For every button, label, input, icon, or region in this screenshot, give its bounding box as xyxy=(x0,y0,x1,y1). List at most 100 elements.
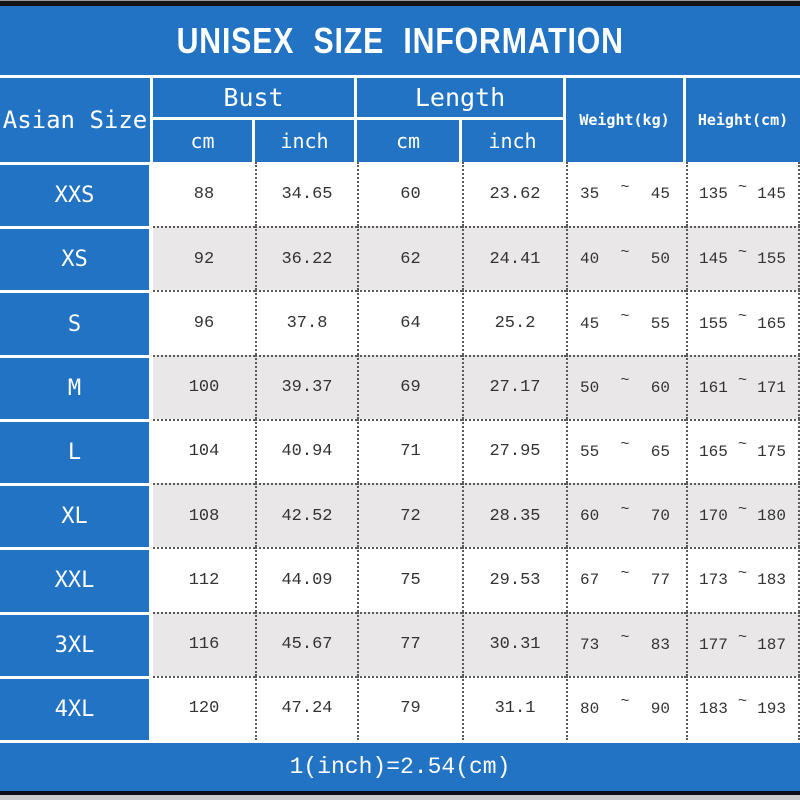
weight-max: 45 xyxy=(650,185,670,204)
height-min: 135 xyxy=(699,185,728,204)
bust-inch-cell: 39.37 xyxy=(255,354,357,419)
length-cm-cell: 79 xyxy=(357,675,462,740)
length-inch-cell: 27.95 xyxy=(462,418,566,484)
bust-inch-cell: 47.24 xyxy=(255,675,357,740)
tilde-symbol: ~ xyxy=(737,564,747,582)
header-height-cm: Height(cm) xyxy=(697,111,789,129)
tilde-symbol: ~ xyxy=(620,372,630,390)
header-bust: Bust xyxy=(153,78,357,120)
length-inch-cell: 29.53 xyxy=(462,547,566,612)
length-inch-cell: 25.2 xyxy=(462,290,566,355)
bust-cm-cell: 120 xyxy=(153,675,255,740)
size-label-cell: M xyxy=(0,354,153,419)
weight-max: 65 xyxy=(650,442,670,461)
height-range-cell: 155 ~ 165 xyxy=(686,290,800,355)
table-row: XXS 88 34.65 60 23.62 35 ~ 45 135 ~ 145 xyxy=(0,162,800,227)
length-cm-cell: 72 xyxy=(357,483,462,548)
weight-range-cell: 60 ~ 70 xyxy=(566,483,686,548)
size-label-cell: S xyxy=(0,290,153,355)
bust-inch-cell: 34.65 xyxy=(255,162,357,227)
length-cm-cell: 77 xyxy=(357,611,462,676)
height-range-cell: 165 ~ 175 xyxy=(686,418,800,484)
weight-max: 50 xyxy=(650,250,670,269)
length-inch-cell: 23.62 xyxy=(462,162,566,227)
tilde-symbol: ~ xyxy=(737,308,747,326)
tilde-symbol: ~ xyxy=(620,629,630,647)
height-min: 170 xyxy=(699,507,728,526)
title-divider xyxy=(0,75,800,78)
tilde-symbol: ~ xyxy=(737,500,747,518)
height-range-cell: 170 ~ 180 xyxy=(686,483,800,548)
bottom-border-bar xyxy=(0,791,800,795)
header-length: Length xyxy=(357,78,566,120)
height-min: 155 xyxy=(699,314,728,333)
header-weight-kg: Weight(kg) xyxy=(566,78,686,162)
bust-inch-cell: 40.94 xyxy=(255,418,357,484)
height-max: 165 xyxy=(757,314,786,333)
conversion-note: 1(inch)=2.54(cm) xyxy=(289,754,511,780)
title-area: UNISEX SIZE INFORMATION xyxy=(0,6,800,75)
table-body: XXS 88 34.65 60 23.62 35 ~ 45 135 ~ 145 … xyxy=(0,162,800,740)
height-range-cell: 135 ~ 145 xyxy=(686,162,800,227)
height-min: 165 xyxy=(699,442,728,461)
weight-min: 35 xyxy=(580,185,600,204)
bust-inch-cell: 44.09 xyxy=(255,547,357,612)
size-label-cell: 3XL xyxy=(0,611,153,676)
weight-max: 60 xyxy=(650,378,670,397)
weight-max: 90 xyxy=(650,699,670,718)
weight-min: 50 xyxy=(580,378,600,397)
weight-range-cell: 35 ~ 45 xyxy=(566,162,686,227)
table-header: Asian Size Bust Length Weight(kg) Height… xyxy=(0,78,800,162)
weight-min: 80 xyxy=(580,699,600,718)
height-min: 161 xyxy=(699,378,728,397)
bust-cm-cell: 108 xyxy=(153,483,255,547)
bust-cm-cell: 92 xyxy=(153,226,255,290)
height-max: 180 xyxy=(757,507,786,526)
table-row: L 104 40.94 71 27.95 55 ~ 65 165 ~ 175 xyxy=(0,418,800,484)
size-label-cell: XL xyxy=(0,483,153,548)
weight-min: 60 xyxy=(580,507,600,526)
bust-cm-cell: 104 xyxy=(153,418,255,483)
height-min: 183 xyxy=(699,699,728,718)
length-cm-cell: 75 xyxy=(357,547,462,612)
tilde-symbol: ~ xyxy=(737,693,747,711)
weight-min: 73 xyxy=(580,635,600,654)
length-inch-cell: 31.1 xyxy=(462,675,566,740)
bottom-edge-strip xyxy=(0,795,800,800)
table-row: XXL 112 44.09 75 29.53 67 ~ 77 173 ~ 183 xyxy=(0,547,800,612)
height-max: 155 xyxy=(757,250,786,269)
tilde-symbol: ~ xyxy=(737,436,747,454)
height-max: 145 xyxy=(757,185,786,204)
weight-max: 77 xyxy=(650,571,670,590)
tilde-symbol: ~ xyxy=(737,243,747,261)
bust-cm-cell: 96 xyxy=(153,290,255,354)
weight-range-cell: 55 ~ 65 xyxy=(566,418,686,484)
weight-min: 40 xyxy=(580,250,600,269)
height-range-cell: 183 ~ 193 xyxy=(686,675,800,740)
table-row: S 96 37.8 64 25.2 45 ~ 55 155 ~ 165 xyxy=(0,290,800,355)
length-inch-cell: 28.35 xyxy=(462,483,566,548)
length-inch-cell: 30.31 xyxy=(462,611,566,676)
header-asian-size: Asian Size xyxy=(0,78,153,162)
height-min: 173 xyxy=(699,571,728,590)
length-cm-cell: 69 xyxy=(357,354,462,419)
table-row: 3XL 116 45.67 77 30.31 73 ~ 83 177 ~ 187 xyxy=(0,611,800,676)
bust-cm-cell: 112 xyxy=(153,547,255,611)
length-cm-cell: 71 xyxy=(357,418,462,484)
length-inch-cell: 24.41 xyxy=(462,226,566,291)
page-title: UNISEX SIZE INFORMATION xyxy=(176,19,624,61)
length-cm-cell: 62 xyxy=(357,226,462,291)
height-max: 183 xyxy=(757,571,786,590)
tilde-symbol: ~ xyxy=(737,629,747,647)
bust-cm-cell: 116 xyxy=(153,611,255,676)
header-length-cm: cm xyxy=(357,120,462,162)
weight-range-cell: 80 ~ 90 xyxy=(566,675,686,740)
bust-inch-cell: 36.22 xyxy=(255,226,357,291)
bust-cm-cell: 100 xyxy=(153,354,255,419)
tilde-symbol: ~ xyxy=(620,436,630,454)
tilde-symbol: ~ xyxy=(737,372,747,390)
height-range-cell: 173 ~ 183 xyxy=(686,547,800,612)
weight-max: 55 xyxy=(650,314,670,333)
tilde-symbol: ~ xyxy=(620,243,630,261)
